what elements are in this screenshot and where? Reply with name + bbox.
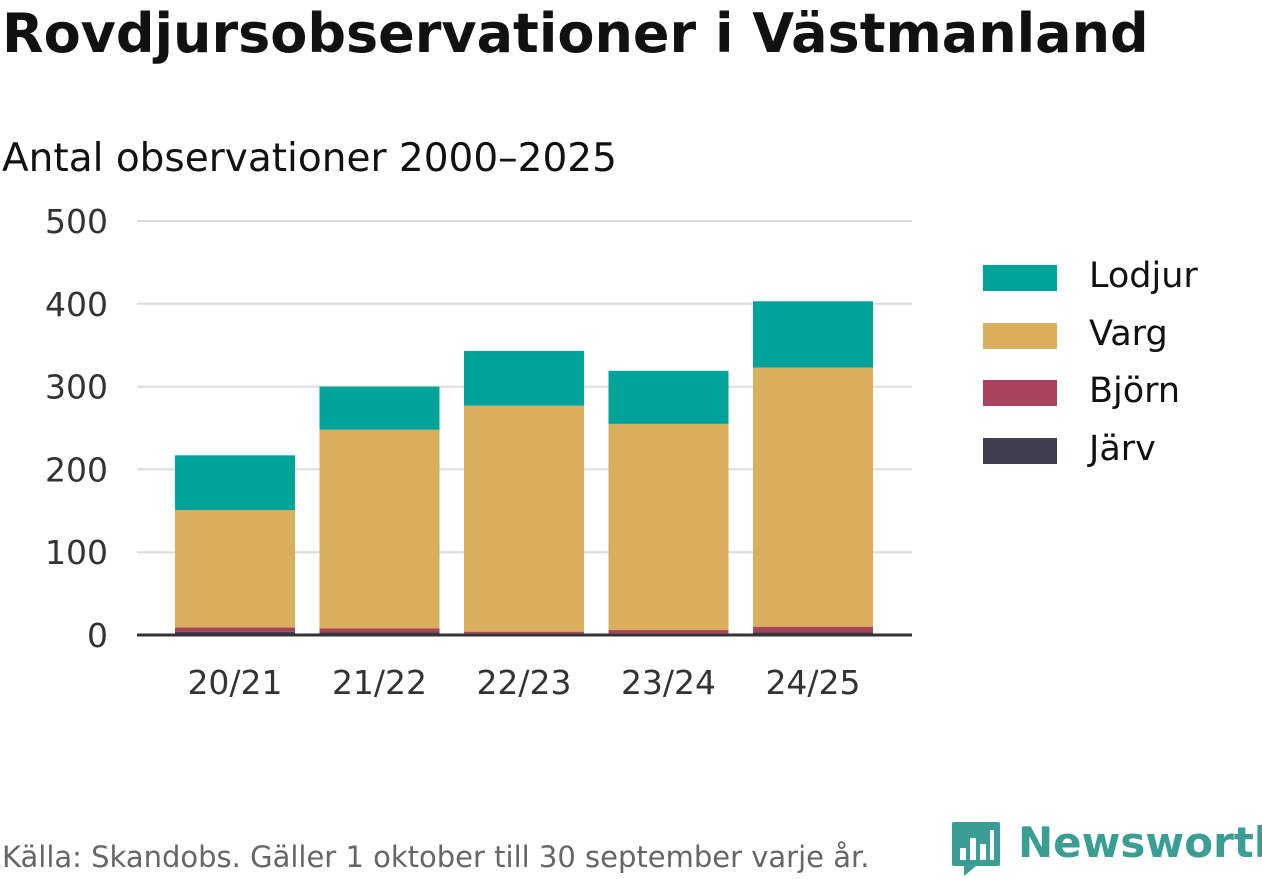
bar-segment-varg-22-23 [464, 405, 584, 632]
bar-segment-björn-22-23 [464, 631, 584, 634]
bar-segment-lodjur-24-25 [753, 301, 873, 368]
x-axis-ticks: 20/21 21/22 22/23 23/24 24/25 [187, 663, 860, 702]
x-tick-label: 23/24 [621, 663, 716, 702]
legend-label: Järv [1089, 428, 1156, 469]
bar-segment-varg-24-25 [753, 367, 873, 627]
legend-label: Varg [1089, 313, 1168, 354]
newsworthy-logo-icon [952, 822, 1000, 876]
y-axis-ticks: 0 100 200 300 400 500 [45, 202, 108, 655]
y-tick-label: 200 [45, 450, 108, 489]
bar-segment-varg-23-24 [608, 423, 729, 631]
legend-swatch [983, 322, 1057, 349]
bar-segment-björn-23-24 [608, 630, 729, 634]
bar-segment-lodjur-22-23 [464, 350, 584, 406]
x-tick-label: 24/25 [765, 663, 860, 702]
y-tick-label: 400 [45, 285, 108, 324]
x-tick-label: 20/21 [187, 663, 282, 702]
y-tick-label: 100 [45, 533, 108, 572]
y-tick-label: 0 [87, 616, 108, 655]
chart-subtitle: Antal observationer 2000–2025 [2, 136, 617, 181]
bar-segment-lodjur-20-21 [175, 455, 295, 510]
brand-name: Newsworthy [1018, 818, 1262, 867]
bar-segment-varg-20-21 [175, 509, 295, 628]
bar-segment-björn-24-25 [753, 626, 873, 633]
legend-label: Lodjur [1089, 256, 1198, 296]
legend-label: Björn [1089, 371, 1181, 411]
y-tick-label: 500 [45, 202, 108, 241]
y-tick-label: 300 [45, 368, 108, 407]
legend-swatch [983, 437, 1057, 464]
bar-segment-björn-21-22 [319, 628, 440, 633]
source-note: Källa: Skandobs. Gäller 1 oktober till 3… [2, 840, 870, 874]
bar-segment-järv-20-21 [175, 631, 295, 635]
legend-swatch [983, 380, 1057, 406]
bar-segment-lodjur-23-24 [608, 370, 729, 424]
bar-segment-björn-20-21 [175, 627, 295, 632]
bar-segment-lodjur-21-22 [319, 386, 440, 430]
x-tick-label: 22/23 [476, 663, 571, 702]
x-tick-label: 21/22 [332, 663, 427, 702]
legend-swatch [983, 265, 1057, 291]
chart-title: Rovdjursobservationer i Västmanland [2, 2, 1149, 65]
bar-segment-varg-21-22 [319, 429, 440, 629]
bar-stacks [175, 301, 873, 635]
